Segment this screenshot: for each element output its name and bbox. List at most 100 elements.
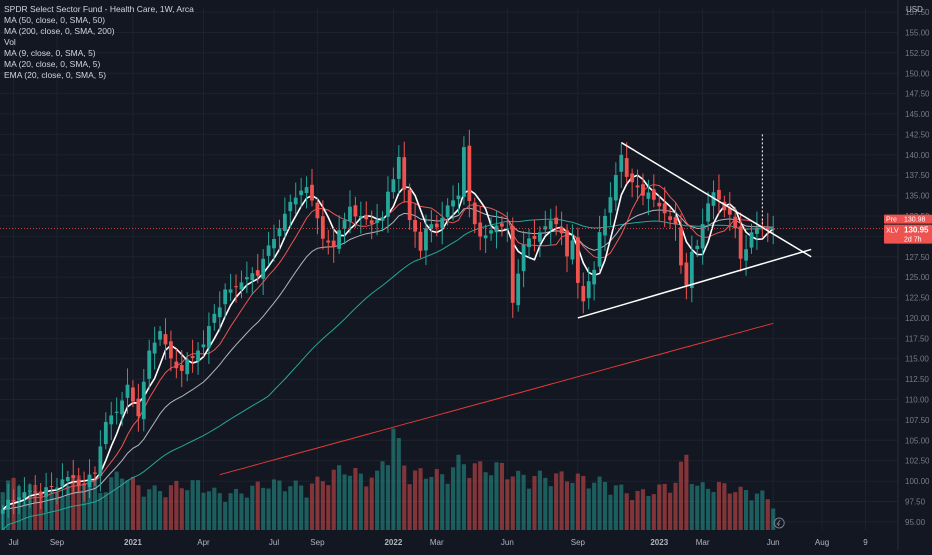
volume-bar [554, 473, 559, 530]
volume-bar [700, 482, 705, 530]
volume-bar [657, 484, 662, 530]
candle-body [38, 491, 43, 496]
volume-bar [722, 483, 727, 530]
volume-bar [239, 493, 244, 530]
volume-bar [228, 493, 233, 530]
x-tick-label: Jul [269, 538, 279, 547]
flash-icon-glyph [776, 519, 781, 527]
candle-body [125, 384, 130, 398]
volume-bar [673, 482, 678, 530]
volume-bar [92, 479, 98, 530]
triangle-lower-line[interactable] [577, 248, 812, 319]
candle-body [445, 205, 450, 218]
volume-bar [434, 469, 439, 530]
volume-bar [738, 486, 743, 530]
volume-bar [282, 491, 287, 530]
volume-bar [483, 472, 488, 530]
candle-body [212, 313, 217, 323]
x-tick-label: Sep [571, 538, 586, 547]
triangle-upper-line[interactable] [620, 141, 812, 258]
candle-body [451, 200, 455, 207]
volume-bar [445, 483, 450, 530]
volume-bar [684, 454, 689, 530]
ma200-line [219, 322, 774, 476]
volume-bar [526, 488, 532, 530]
x-tick-label: Jul [8, 538, 18, 547]
legend-ma50[interactable]: MA (50, close, 0, SMA, 50) [4, 15, 106, 25]
candle-body [570, 240, 575, 260]
candle-body [288, 201, 293, 212]
candle-body [55, 487, 59, 489]
volume-bar [402, 465, 407, 530]
candle-body [483, 235, 488, 239]
volume-bar [380, 461, 385, 530]
candle-body [717, 189, 721, 200]
candle-body [310, 184, 314, 201]
candle-body [554, 217, 559, 225]
volume-bar [608, 494, 613, 530]
volume-bar [44, 494, 49, 530]
volume-bar [347, 475, 353, 530]
candle-body [348, 206, 352, 222]
candle-body [364, 214, 369, 220]
candle-body [207, 326, 211, 348]
premarket-badge [884, 214, 932, 224]
x-tick-label: 2022 [384, 538, 402, 547]
volume-bar [418, 468, 423, 530]
volume-bar [678, 461, 684, 530]
volume-bar [277, 480, 282, 530]
candle-body [223, 289, 228, 305]
candle-body [440, 218, 445, 229]
legend: SPDR Select Sector Fund - Health Care, 1… [4, 4, 194, 81]
candle-body [76, 479, 81, 486]
volume-bar [82, 484, 87, 530]
volume-bar [76, 475, 81, 530]
candle-body [228, 289, 233, 293]
legend-ma20[interactable]: MA (20, close, 0, SMA, 5) [4, 59, 101, 69]
volume-bar [543, 477, 548, 530]
volume-bar [190, 480, 195, 530]
candle-body [657, 202, 662, 207]
candle-body [489, 230, 493, 234]
x-tick-label: Apr [197, 538, 210, 547]
volume-bar [662, 483, 667, 530]
candle-body [624, 158, 629, 177]
y-tick-label: 125.00 [905, 273, 930, 282]
candle-body [44, 487, 49, 497]
candle-body [467, 145, 472, 202]
candle-body [592, 269, 597, 285]
candle-body [93, 472, 97, 474]
legend-vol[interactable]: Vol [4, 37, 16, 47]
y-tick-label: 127.50 [905, 253, 930, 262]
legend-ma9[interactable]: MA (9, close, 0, SMA, 5) [4, 48, 96, 58]
candle-body [244, 277, 249, 280]
candle-body [521, 244, 526, 272]
candle-body [103, 421, 108, 445]
candle-body [559, 227, 564, 234]
volume-bar [168, 485, 173, 530]
x-tick-label: Jun [501, 538, 514, 547]
candle-body [217, 307, 222, 318]
flash-icon[interactable] [773, 517, 785, 529]
candle-body [586, 281, 591, 299]
legend-ema20[interactable]: EMA (20, close, 0, SMA, 5) [4, 70, 107, 80]
candle-body [478, 222, 483, 237]
legend-ma200[interactable]: MA (200, close, 0, SMA, 200) [4, 26, 115, 36]
candle-body [337, 230, 342, 249]
candle-body [619, 154, 624, 172]
y-tick-label: 157.50 [905, 8, 930, 17]
volume-bar [223, 501, 228, 530]
volume-bar [71, 474, 76, 530]
candle-body [641, 184, 645, 196]
volume-bar [451, 467, 456, 530]
volume-bar [630, 500, 635, 530]
candle-body [282, 213, 287, 231]
volume-bar [581, 475, 586, 530]
y-tick-label: 110.00 [905, 396, 929, 405]
candle-body [17, 497, 21, 500]
y-tick-label: 102.50 [905, 457, 930, 466]
candle-body [0, 509, 5, 514]
candle-body [185, 359, 190, 375]
